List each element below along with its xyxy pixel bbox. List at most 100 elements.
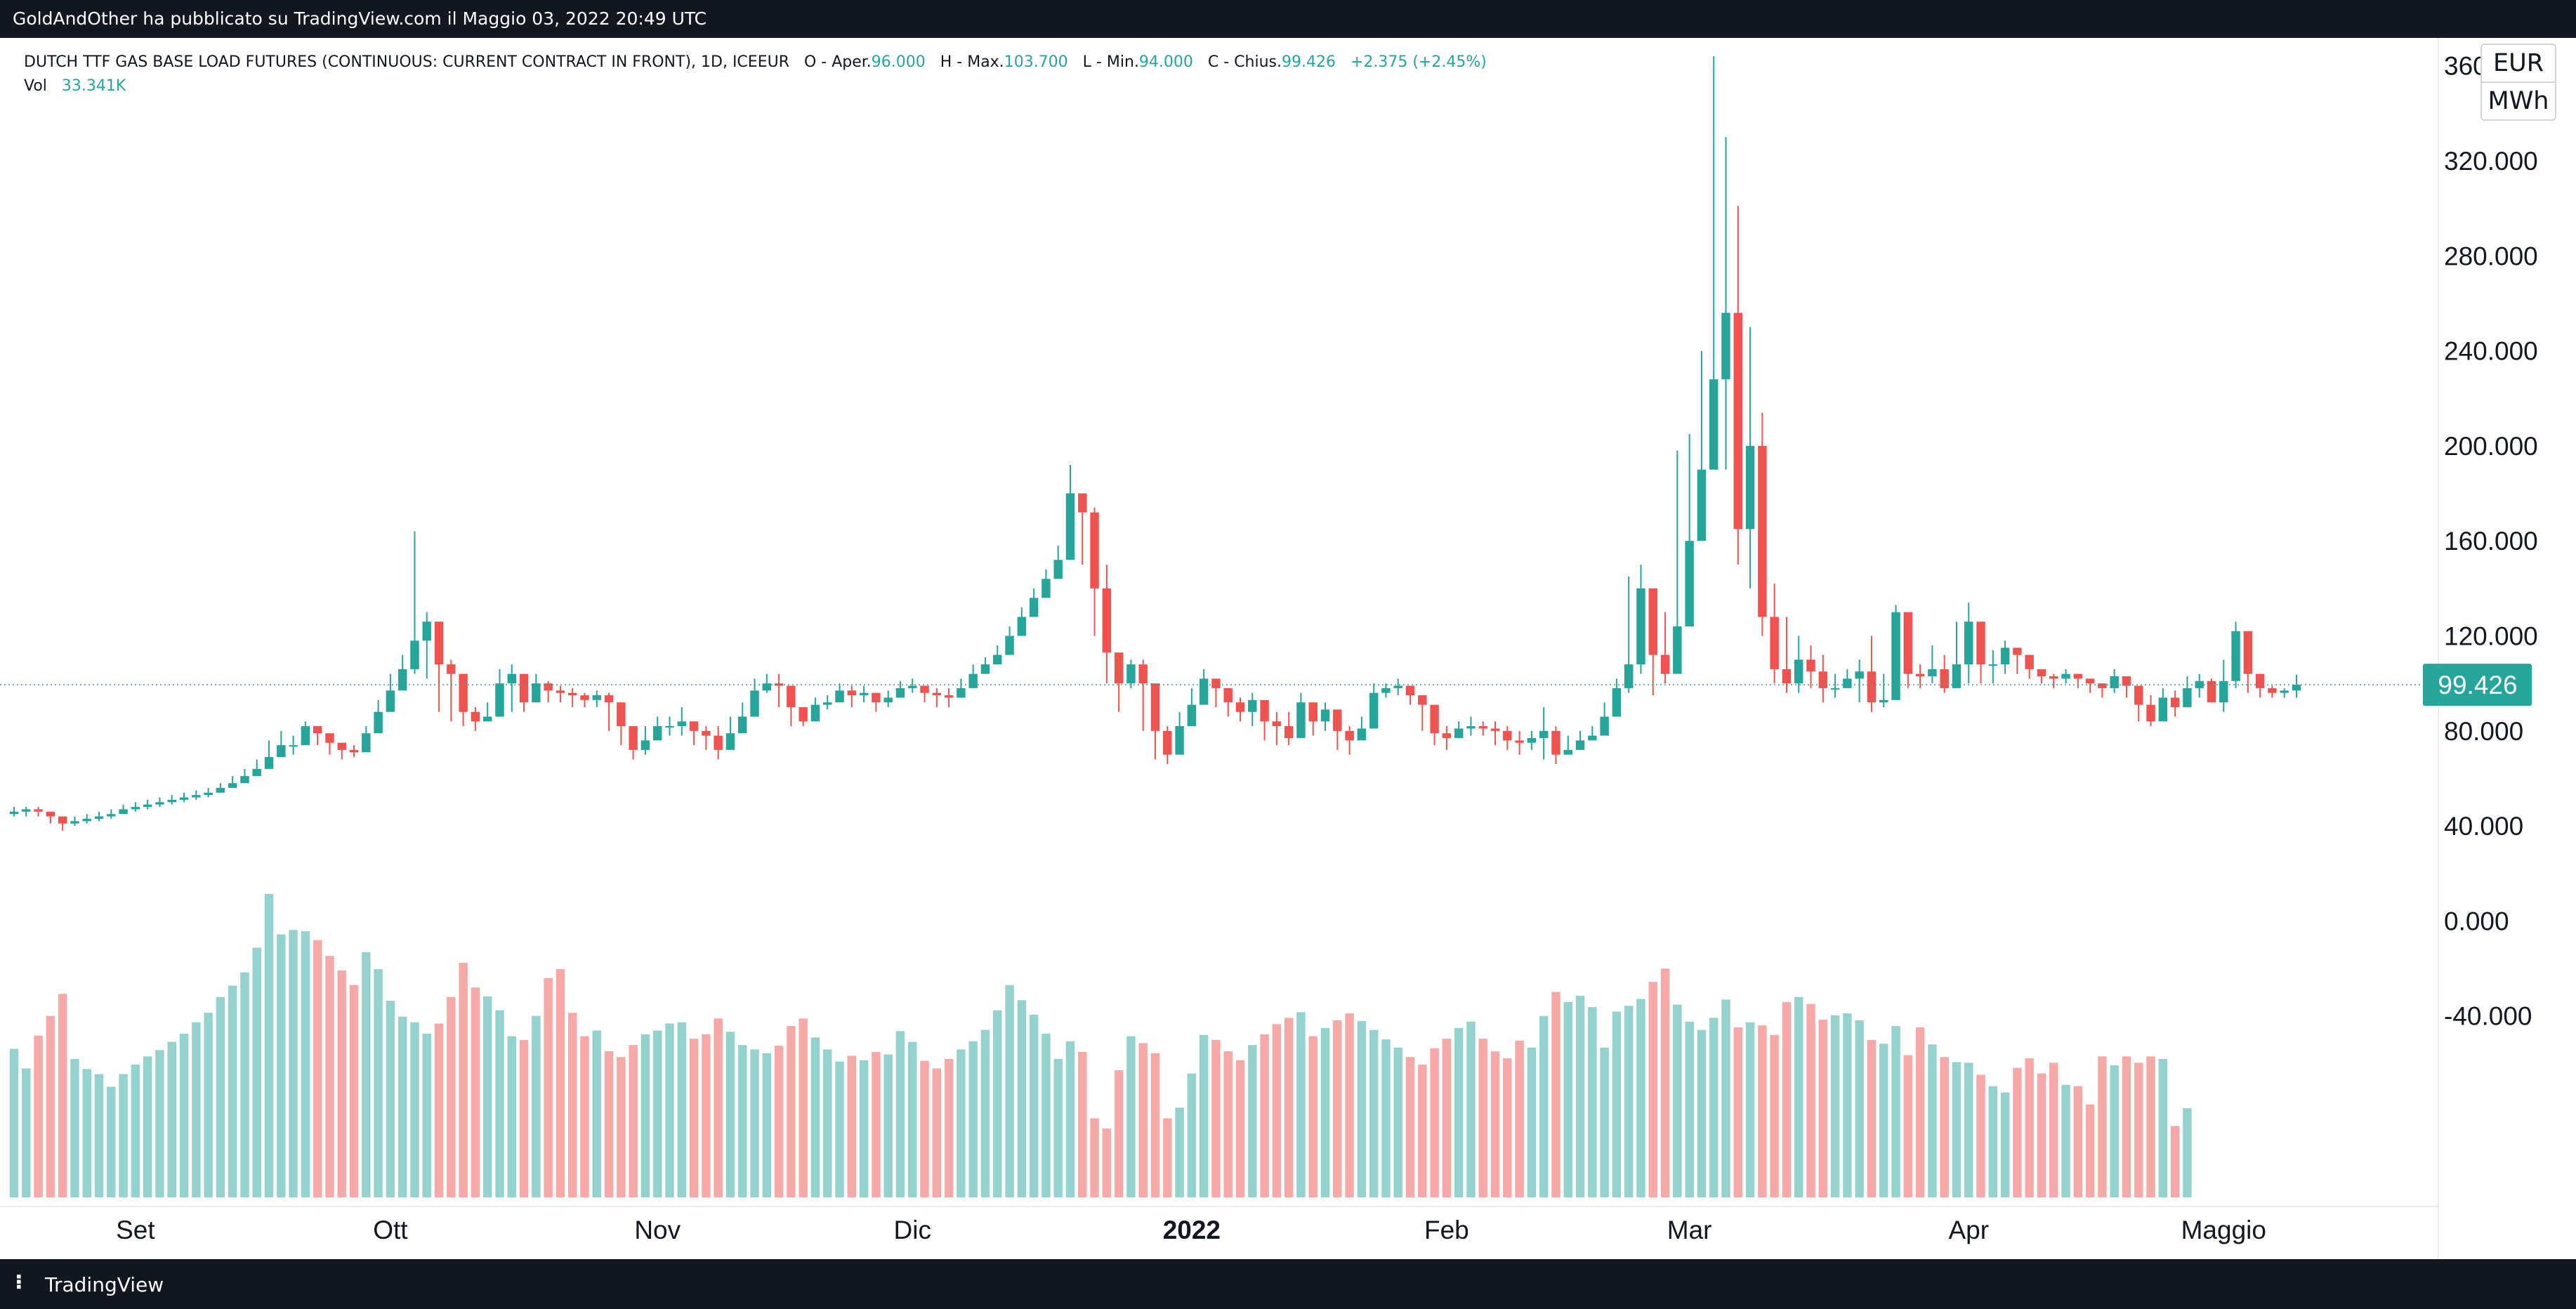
candle-body [2243, 631, 2253, 674]
volume-bar [980, 1030, 990, 1197]
volume-bar [277, 934, 286, 1197]
volume-bar [1745, 1022, 1755, 1197]
candle-body [1357, 728, 1367, 741]
candle-body [1308, 702, 1317, 722]
candle-body [1090, 512, 1099, 588]
volume-bar [155, 1050, 164, 1197]
candle-body [1721, 313, 1730, 380]
volume-bar [1855, 1020, 1864, 1197]
symbol-name: DUTCH TTF GAS BASE LOAD FUTURES (CONTINU… [24, 53, 789, 71]
candle-body [459, 673, 468, 712]
candle-body [738, 716, 747, 734]
volume-bar [895, 1031, 905, 1197]
candlestick-chart[interactable]: 360.000320.000280.000240.000200.000160.0… [0, 38, 2576, 1259]
candle-body [1175, 726, 1184, 755]
volume-bar [1381, 1039, 1391, 1197]
volume-bar [2013, 1067, 2022, 1197]
footer-bar: ⠇ TradingView [0, 1259, 2576, 1309]
candle-body [107, 814, 116, 817]
candle-body [1430, 704, 1439, 734]
volume-bar [774, 1046, 784, 1197]
volume-bar [592, 1030, 602, 1197]
candle-body [2025, 654, 2034, 669]
volume-bar [1551, 992, 1560, 1197]
candle-body [750, 690, 759, 717]
tradingview-logo-icon[interactable]: ⠇ [14, 1272, 29, 1295]
candle-body [2061, 673, 2070, 679]
candle-body [1758, 445, 1767, 617]
candle-body [9, 811, 19, 815]
candle-body [192, 795, 201, 798]
volume-bar [9, 1048, 19, 1197]
footer-brand[interactable]: TradingView [45, 1273, 164, 1296]
volume-bar [1830, 1015, 1840, 1197]
volume-bar [2049, 1063, 2058, 1197]
candle-body [1976, 621, 1985, 665]
measure-unit[interactable]: MWh [2482, 81, 2555, 119]
volume-bar [859, 1060, 869, 1197]
volume-bar [1260, 1034, 1269, 1197]
candle-body [2183, 688, 2192, 707]
y-tick-label: 240.000 [2444, 337, 2538, 366]
y-tick-label: 160.000 [2444, 527, 2538, 555]
volume-bar [920, 1060, 929, 1197]
unit-selector[interactable]: EUR MWh [2480, 44, 2556, 121]
y-tick-label: 200.000 [2444, 432, 2538, 461]
candle-body [1126, 664, 1136, 684]
candle-body [301, 726, 310, 746]
candle-body [689, 721, 699, 731]
candle-body [1697, 469, 1707, 541]
candle-body [1818, 671, 1828, 688]
close-label: C - Chius. [1207, 53, 1282, 71]
candle-body [1563, 749, 1572, 755]
candle-body [58, 816, 67, 824]
volume-bar [2098, 1056, 2107, 1197]
volume-bar [835, 1061, 844, 1197]
candle-body [847, 690, 857, 696]
candle-body [957, 688, 966, 698]
candle-body [1405, 685, 1415, 696]
x-tick-label: 2022 [1163, 1216, 1221, 1244]
candle-body [968, 673, 978, 688]
candle-body [228, 783, 237, 788]
candle-body [1005, 636, 1014, 655]
candle-body [1806, 659, 1815, 672]
volume-bar [1673, 1004, 1682, 1197]
candle-body [872, 692, 881, 703]
volume-bar [1090, 1118, 1099, 1197]
candle-body [1515, 740, 1524, 743]
currency-unit[interactable]: EUR [2492, 49, 2544, 77]
candle-body [762, 683, 772, 691]
volume-bar [556, 969, 565, 1197]
volume-bar [750, 1049, 759, 1197]
candle-body [34, 809, 43, 812]
volume-bar [1964, 1063, 1973, 1197]
candle-body [2231, 631, 2240, 681]
y-tick-label: 120.000 [2444, 622, 2538, 651]
close-value: 99.426 [1281, 53, 1336, 71]
candle-body [2013, 647, 2022, 655]
candle-body [1636, 588, 1645, 665]
candle-body [1333, 709, 1342, 731]
volume-bar [653, 1030, 662, 1197]
candle-body [544, 683, 553, 691]
volume-bar [1223, 1051, 1233, 1197]
candle-body [702, 730, 711, 736]
candle-body [1114, 652, 1124, 684]
candle-body [1952, 664, 1961, 688]
volume-bar [1345, 1013, 1354, 1197]
candle-body [2085, 678, 2095, 684]
candle-body [556, 690, 565, 693]
volume-bar [1648, 982, 1657, 1197]
candle-body [277, 745, 286, 758]
candle-body [1685, 541, 1694, 626]
volume-bar [410, 1022, 419, 1197]
chart-panel[interactable]: 360.000320.000280.000240.000200.000160.0… [0, 38, 2576, 1259]
volume-bar [1527, 1047, 1537, 1197]
low-label: L - Min. [1082, 53, 1139, 71]
volume-bar [1988, 1086, 1998, 1197]
candle-body [1660, 654, 1670, 674]
candle-body [2037, 669, 2046, 677]
open-value: 96.000 [871, 53, 926, 71]
candle-body [640, 740, 650, 750]
